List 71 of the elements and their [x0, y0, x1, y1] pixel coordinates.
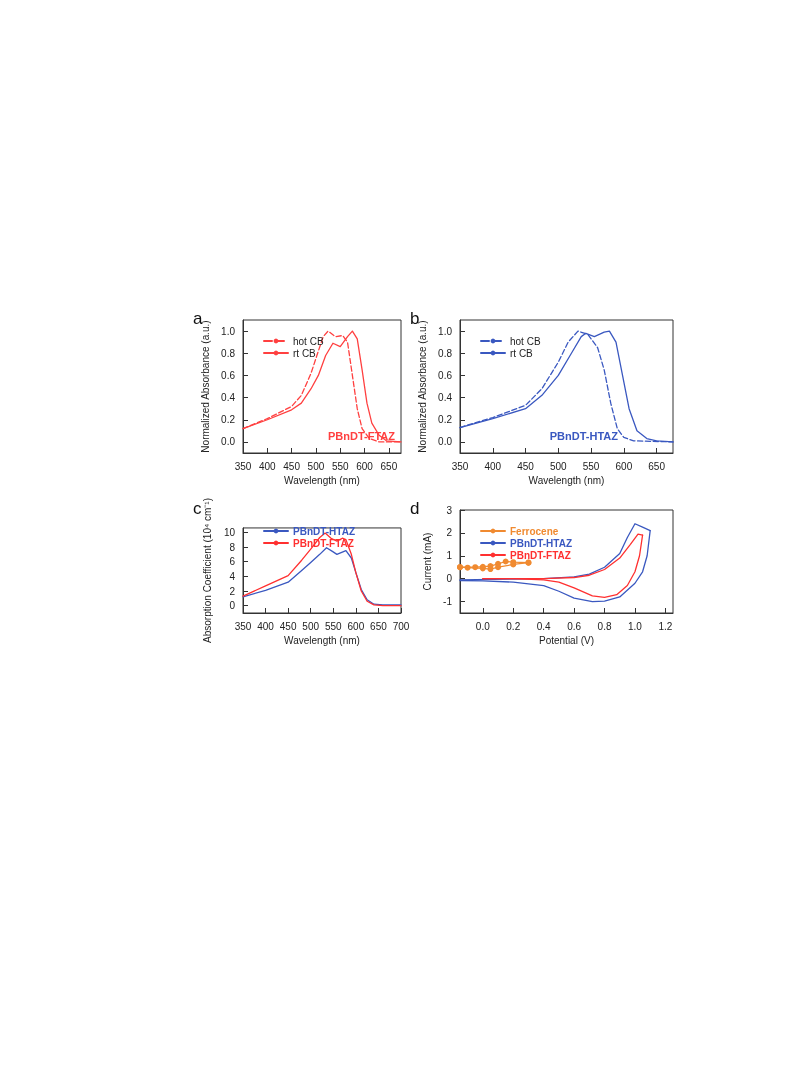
legend-label: hot CB	[510, 335, 541, 347]
y-tick-label: 1	[446, 550, 453, 562]
legend-label: PBnDT-HTAZ	[293, 525, 356, 537]
x-tick-label: 350	[451, 460, 469, 472]
chart-title: b	[410, 309, 420, 328]
chart-title: d	[410, 499, 420, 518]
x-tick-label: 400	[258, 460, 277, 472]
y-tick-label: 0.8	[221, 347, 236, 359]
y-axis-title: Current (mA)	[421, 532, 433, 591]
y-tick-label: 0.6	[438, 369, 453, 381]
y-axis-title: Absorption Coefficient (10⁴ cm⁻¹)	[202, 498, 214, 643]
x-tick-label: 650	[648, 460, 666, 472]
y-tick-label: 0.8	[438, 347, 453, 359]
x-axis-title: Potential (V)	[538, 635, 595, 647]
x-tick-label: 700	[392, 620, 410, 632]
annotation: PBnDT-HTAZ	[549, 429, 619, 442]
y-tick-label: 0.2	[438, 414, 453, 426]
legend-label: Ferrocene	[510, 525, 559, 537]
x-tick-label: 450	[279, 620, 297, 632]
x-tick-label: 650	[380, 460, 398, 472]
x-tick-label: 650	[370, 620, 388, 632]
x-tick-label: 500	[302, 620, 320, 632]
y-tick-label: 1.0	[438, 325, 453, 337]
x-tick-label: 450	[517, 460, 535, 472]
y-tick-label: 0	[446, 573, 453, 585]
legend-label: rt CB	[293, 347, 317, 359]
x-tick-label: 600	[615, 460, 633, 472]
x-tick-label: 550	[331, 460, 350, 472]
x-tick-label: 550	[582, 460, 600, 472]
y-tick-label: 4	[229, 570, 236, 582]
legend-label: PBnDT-HTAZ	[510, 537, 573, 549]
y-tick-label: 0.6	[221, 369, 236, 381]
x-tick-label: 500	[307, 460, 325, 472]
x-tick-label: 1.2	[658, 620, 673, 632]
chart-title: c	[193, 499, 202, 518]
y-tick-label: 8	[229, 541, 236, 553]
y-tick-label: 2	[229, 585, 236, 597]
x-axis-title: Wavelength (nm)	[528, 475, 605, 487]
x-tick-label: 0.8	[597, 620, 612, 632]
x-tick-label: 350	[234, 460, 252, 472]
x-tick-label: 400	[484, 460, 502, 472]
x-tick-label: 0.2	[506, 620, 521, 632]
y-tick-label: 2	[446, 527, 453, 539]
x-axis-title: Wavelength (nm)	[284, 475, 360, 487]
legend-label: rt CB	[510, 347, 534, 359]
y-tick-label: 0.0	[221, 436, 236, 448]
x-tick-label: 0.0	[475, 620, 491, 632]
y-tick-label: -1	[443, 596, 453, 608]
x-tick-label: 350	[234, 620, 252, 632]
legend-label: hot CB	[293, 335, 324, 347]
x-tick-label: 600	[347, 620, 365, 632]
y-tick-label: 1.0	[221, 325, 236, 337]
y-tick-label: 0.4	[221, 392, 236, 404]
y-tick-label: 0.2	[221, 414, 236, 426]
y-tick-label: 3	[446, 504, 453, 516]
y-tick-label: 0.0	[438, 436, 453, 448]
x-tick-label: 600	[356, 460, 374, 472]
x-tick-label: 400	[257, 620, 275, 632]
y-tick-label: 0	[229, 600, 236, 612]
x-tick-label: 550	[324, 620, 343, 632]
x-tick-label: 0.6	[567, 620, 582, 632]
x-tick-label: 450	[283, 460, 301, 472]
x-axis-title: Wavelength (nm)	[284, 635, 360, 647]
legend-label: PBnDT-FTAZ	[510, 549, 571, 561]
chart-title: a	[193, 309, 203, 328]
y-tick-label: 0.4	[438, 392, 453, 404]
y-tick-label: 6	[229, 556, 236, 568]
x-tick-label: 1.0	[628, 620, 643, 632]
y-tick-label: 10	[223, 526, 236, 538]
x-tick-label: 0.4	[536, 620, 552, 632]
x-tick-label: 500	[549, 460, 568, 472]
